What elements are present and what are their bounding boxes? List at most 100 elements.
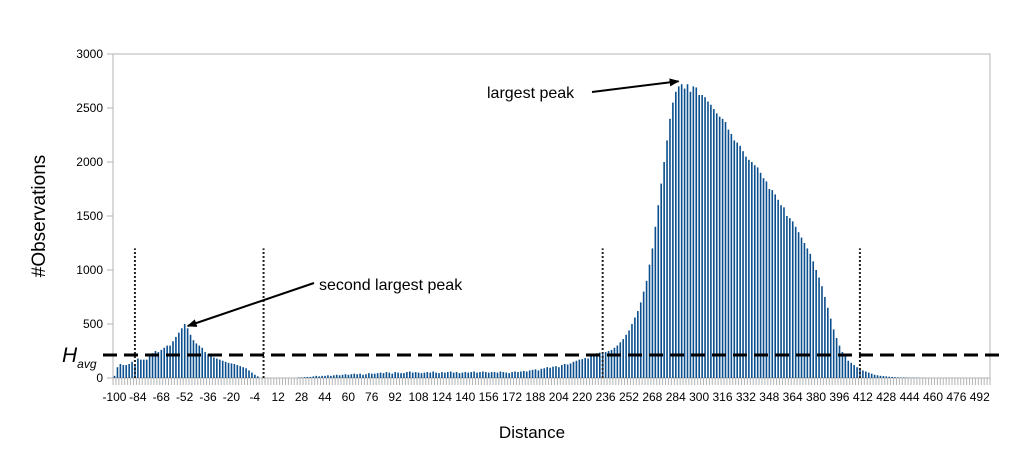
bar (695, 87, 698, 378)
bar (561, 365, 563, 378)
bar (224, 361, 227, 378)
bar (803, 243, 806, 378)
bar (777, 199, 779, 378)
bar (230, 363, 233, 378)
x-tick-label: 348 (759, 390, 779, 404)
bar (771, 190, 774, 378)
x-tick-label: 44 (318, 390, 332, 404)
bar (157, 352, 160, 378)
bar (818, 277, 820, 378)
bar (429, 372, 432, 378)
bar (683, 88, 686, 378)
bar (131, 361, 133, 378)
bar (306, 376, 309, 378)
y-tick-label: 2000 (76, 155, 103, 169)
bar (467, 372, 470, 378)
bar (441, 372, 443, 378)
bar (645, 280, 648, 378)
x-tick-label: 380 (806, 390, 826, 404)
y-tick-label: 1000 (76, 263, 103, 277)
x-tick-label: -100 (102, 390, 126, 404)
bar (154, 351, 157, 378)
bar (651, 248, 654, 378)
bar (654, 226, 657, 378)
bar (774, 194, 777, 378)
largest-peak-label: largest peak (487, 85, 575, 102)
bar (335, 374, 338, 378)
bar (160, 349, 163, 378)
bar (873, 374, 876, 378)
bar (303, 377, 306, 378)
bar (391, 373, 394, 378)
bar (151, 353, 154, 378)
bar (791, 221, 794, 378)
x-tick-label: 476 (946, 390, 966, 404)
bar (853, 365, 855, 378)
bar (587, 358, 589, 378)
bar (394, 372, 396, 378)
bar (800, 237, 803, 378)
bar (730, 133, 733, 378)
y-tick-label: 2500 (76, 101, 103, 115)
bar (514, 371, 516, 378)
bar (546, 367, 548, 378)
x-tick-label: 428 (876, 390, 896, 404)
bar (850, 362, 853, 378)
bar (847, 360, 850, 378)
bar (666, 140, 668, 378)
bar (432, 371, 434, 378)
bar (148, 356, 151, 378)
x-tick-label: 28 (295, 390, 309, 404)
bar (408, 371, 411, 378)
bar (324, 375, 326, 378)
bar (368, 373, 370, 378)
x-tick-label: -52 (176, 390, 194, 404)
bar (256, 376, 259, 378)
bar (484, 372, 487, 378)
bar (245, 368, 247, 378)
bar (569, 363, 572, 378)
plot-frame (112, 53, 991, 379)
bar (192, 340, 195, 378)
x-axis-label: Distance (499, 423, 565, 442)
bar (894, 377, 896, 378)
y-tick-label: 1500 (76, 209, 103, 223)
x-tick-label: -68 (153, 390, 171, 404)
x-tick-label: 172 (502, 390, 522, 404)
bar (789, 218, 791, 378)
bar (239, 366, 242, 378)
bar (613, 347, 616, 378)
bar (715, 113, 718, 379)
bar (610, 349, 613, 378)
bar (300, 377, 303, 378)
bar (660, 183, 663, 378)
bar (347, 374, 350, 378)
x-tick-label: -4 (249, 390, 260, 404)
bar (201, 347, 204, 378)
bar (327, 375, 329, 378)
bar (198, 345, 201, 378)
bar (210, 356, 212, 378)
bar (251, 372, 253, 378)
bar (517, 372, 519, 378)
bar (692, 86, 695, 379)
bar (593, 355, 595, 378)
bar (359, 373, 361, 378)
bar (537, 370, 540, 378)
bar (698, 95, 701, 378)
bar (794, 226, 797, 378)
bar (634, 317, 636, 378)
bar (736, 142, 739, 378)
x-tick-label: 140 (455, 390, 475, 404)
bar (619, 342, 622, 378)
largest-peak-arrow (591, 78, 680, 93)
bar (312, 376, 315, 378)
bar (856, 367, 858, 378)
bar (835, 338, 838, 378)
bar (639, 302, 642, 378)
bar (686, 84, 689, 379)
x-tick-label: -84 (129, 390, 147, 404)
bar (207, 354, 209, 378)
bar (183, 324, 186, 378)
bar (216, 358, 218, 378)
